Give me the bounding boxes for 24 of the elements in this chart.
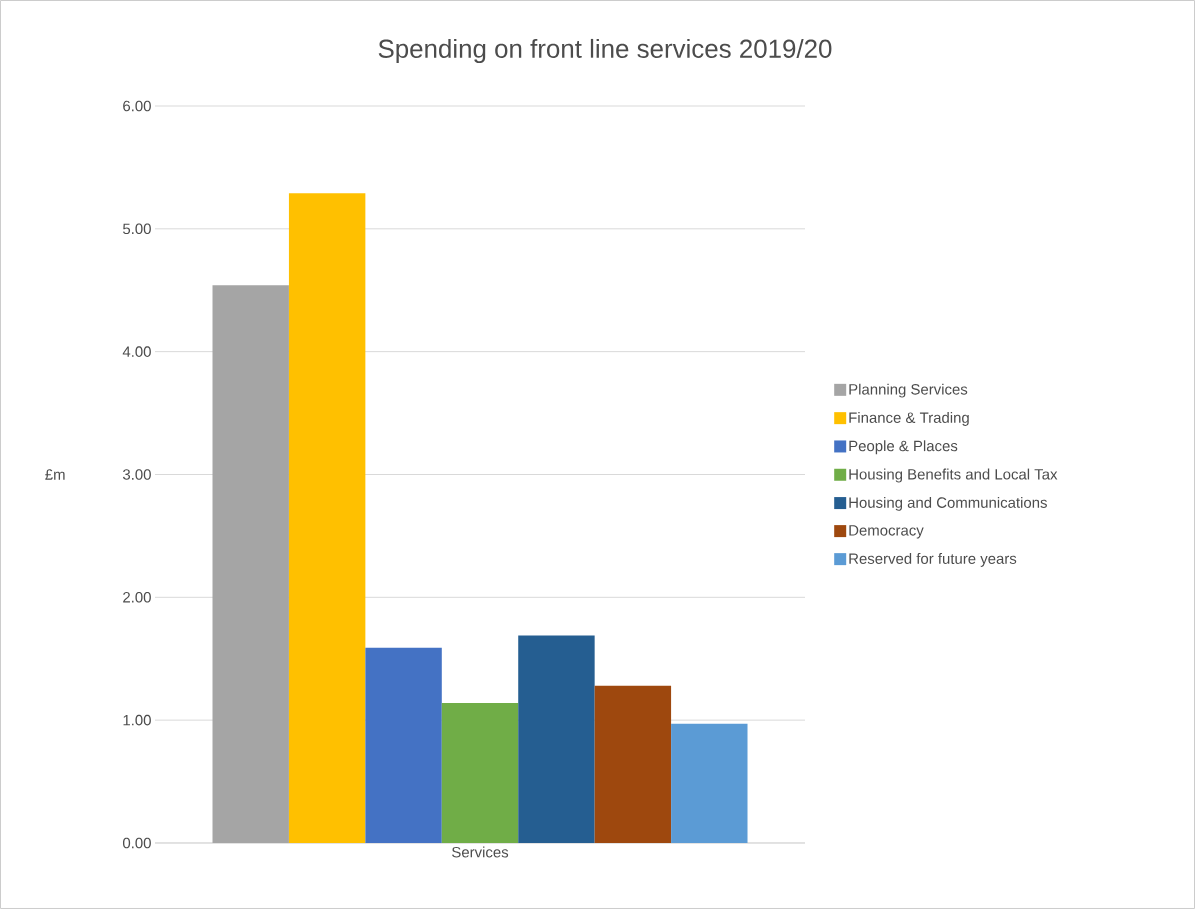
y-tick-label: 2.00: [123, 592, 151, 603]
y-tick-label: 4.00: [122, 346, 151, 357]
chart-title: Spending on front line services 2019/20: [378, 38, 832, 64]
legend-label: Democracy: [849, 525, 924, 539]
y-tick-label: 1.00: [123, 714, 151, 726]
bar: [212, 285, 289, 843]
y-tick-label: 0.00: [122, 837, 151, 849]
legend-label: Reserved for future years: [849, 552, 1017, 567]
y-tick-label: 6.00: [123, 100, 151, 112]
legend-label: Housing and Communications: [849, 496, 1047, 511]
y-tick-label: 3.00: [122, 469, 151, 480]
legend-label: Housing Benefits and Local Tax: [849, 468, 1058, 483]
bar: [365, 647, 442, 843]
y-tick-label: 5.00: [123, 223, 151, 235]
x-tick-label: Services: [452, 846, 509, 858]
bar: [518, 635, 595, 843]
legend-label: Finance & Trading: [849, 411, 969, 426]
y-axis-title: £m: [45, 469, 65, 480]
bar: [671, 723, 748, 843]
legend-label: Planning Services: [849, 383, 968, 398]
bar: [594, 685, 672, 843]
bar: [441, 702, 519, 843]
bar: [288, 193, 366, 843]
legend-label: People & Places: [849, 440, 958, 455]
